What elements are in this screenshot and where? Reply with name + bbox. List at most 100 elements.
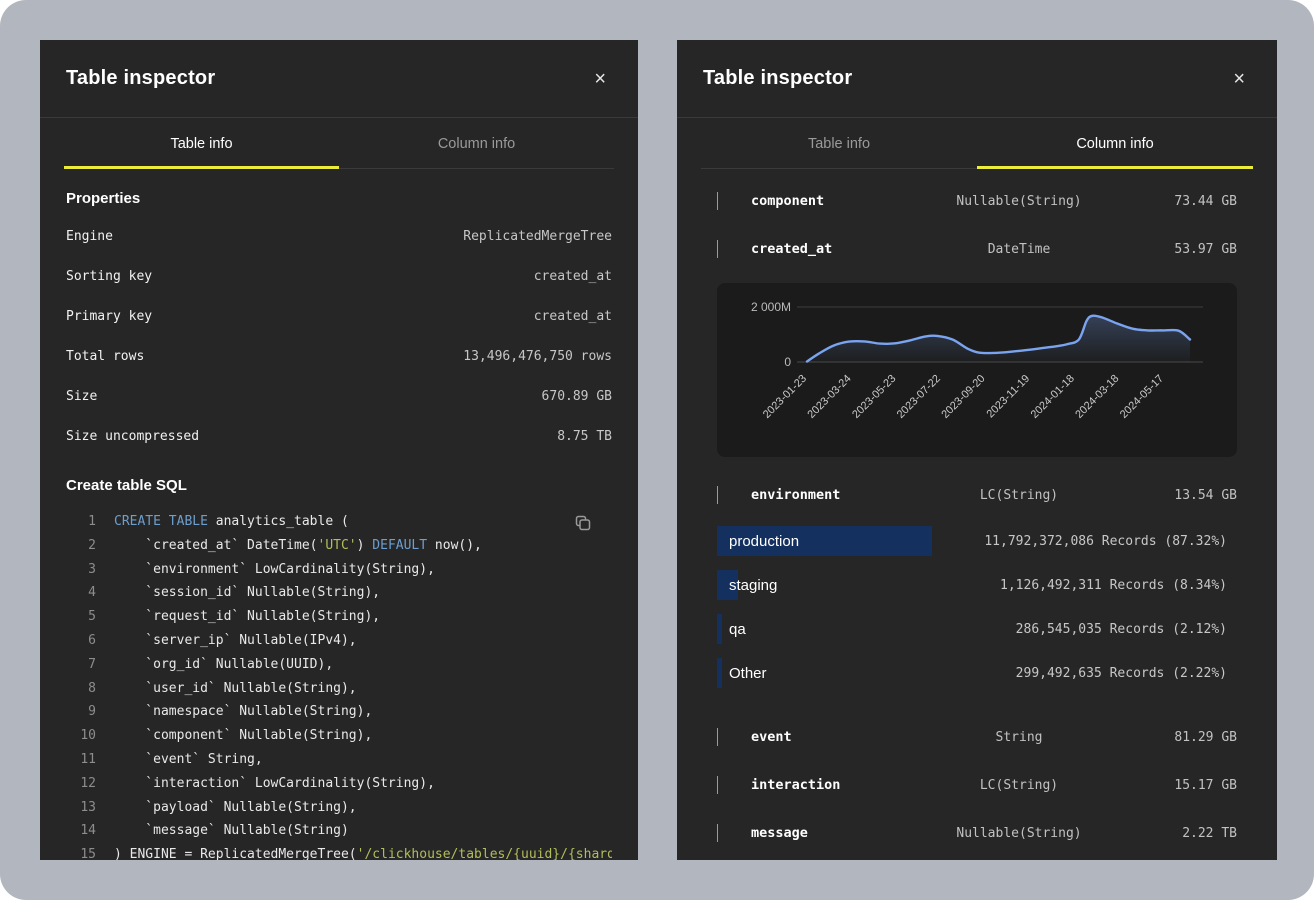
tab-underline [339, 166, 614, 169]
line-number: 13 [66, 796, 96, 820]
chevron-down-icon [717, 486, 751, 504]
property-row: EngineReplicatedMergeTree [66, 216, 612, 256]
columns-list: componentNullable(String)73.44 GBcreated… [677, 169, 1277, 857]
sql-line: 2 `created_at` DateTime('UTC') DEFAULT n… [66, 534, 612, 558]
column-size: 73.44 GB [1087, 194, 1237, 209]
sql-line-code: `environment` LowCardinality(String), [114, 558, 435, 582]
sql-line: 14 `message` Nullable(String) [66, 819, 612, 843]
sql-line-code: `message` Nullable(String) [114, 819, 349, 843]
svg-text:2023-07-22: 2023-07-22 [895, 373, 943, 421]
sql-token: `message` Nullable(String) [114, 823, 349, 838]
line-number: 5 [66, 605, 96, 629]
sql-line: 3 `environment` LowCardinality(String), [66, 558, 612, 582]
property-label: Total rows [66, 349, 144, 364]
svg-text:2023-09-20: 2023-09-20 [939, 373, 987, 421]
sql-line: 15) ENGINE = ReplicatedMergeTree('/click… [66, 843, 612, 860]
line-number: 9 [66, 700, 96, 724]
sql-token: `namespace` Nullable(String), [114, 704, 372, 719]
chevron-glyph [717, 776, 718, 794]
dialog-header: Table inspector × [40, 40, 638, 118]
sql-token: `server_ip` Nullable(IPv4), [114, 633, 357, 648]
chevron-right-icon [717, 824, 751, 842]
column-size: 15.17 GB [1087, 778, 1237, 793]
column-row-interaction[interactable]: interactionLC(String)15.17 GB [677, 761, 1277, 809]
line-number: 2 [66, 534, 96, 558]
sql-line-code: `component` Nullable(String), [114, 724, 372, 748]
active-tab-underline [977, 166, 1253, 169]
sql-token: `user_id` Nullable(String), [114, 681, 357, 696]
tab-table-info[interactable]: Table info [701, 118, 977, 169]
column-type: LC(String) [951, 488, 1087, 503]
line-number: 12 [66, 772, 96, 796]
tab-label: Column info [1076, 136, 1153, 152]
sql-line: 1CREATE TABLE analytics_table ( [66, 510, 612, 534]
sql-token: `interaction` LowCardinality(String), [114, 776, 435, 791]
tab-label: Table info [808, 136, 870, 152]
sql-line: 8 `user_id` Nullable(String), [66, 677, 612, 701]
sql-lines: 1CREATE TABLE analytics_table (2 `create… [66, 510, 612, 860]
close-icon: × [1233, 68, 1245, 90]
svg-text:2023-05-23: 2023-05-23 [850, 373, 898, 421]
dialog-header: Table inspector × [677, 40, 1277, 118]
value-bar [717, 658, 722, 688]
column-type: LC(String) [951, 778, 1087, 793]
property-value: ReplicatedMergeTree [463, 229, 612, 244]
column-size: 13.54 GB [1087, 488, 1237, 503]
created-at-histogram-svg: 2 000M 0 2023-01-232023-03-242023-05-232… [717, 283, 1237, 457]
chevron-glyph [717, 240, 718, 258]
column-row-message[interactable]: messageNullable(String)2.22 TB [677, 809, 1277, 857]
copy-icon [574, 514, 592, 532]
sql-line-code: `server_ip` Nullable(IPv4), [114, 629, 357, 653]
tab-bar: Table infoColumn info [64, 118, 614, 169]
create-table-sql-heading: Create table SQL [66, 477, 612, 494]
close-icon: × [594, 68, 606, 90]
svg-text:2024-01-18: 2024-01-18 [1029, 373, 1077, 421]
table-inspector-dialog-column-info: Table inspector × Table infoColumn info … [677, 40, 1277, 860]
sql-code-block: 1CREATE TABLE analytics_table (2 `create… [66, 510, 612, 860]
column-row-environment[interactable]: environmentLC(String)13.54 GB [677, 471, 1277, 519]
sql-line-code: `user_id` Nullable(String), [114, 677, 357, 701]
property-row: Sorting keycreated_at [66, 256, 612, 296]
created-at-histogram-chart: 2 000M 0 2023-01-232023-03-242023-05-232… [717, 283, 1237, 457]
sql-token: `session_id` Nullable(String), [114, 585, 380, 600]
active-tab-underline [64, 166, 339, 169]
column-row-created_at[interactable]: created_atDateTime53.97 GB [677, 225, 1277, 273]
property-value: 670.89 GB [542, 389, 612, 404]
line-number: 15 [66, 843, 96, 860]
property-value: 13,496,476,750 rows [463, 349, 612, 364]
sql-line: 4 `session_id` Nullable(String), [66, 581, 612, 605]
line-number: 11 [66, 748, 96, 772]
property-label: Size uncompressed [66, 429, 199, 444]
chevron-right-icon [717, 776, 751, 794]
tab-column-info[interactable]: Column info [977, 118, 1253, 169]
sql-token: `org_id` Nullable(UUID), [114, 657, 333, 672]
column-row-component[interactable]: componentNullable(String)73.44 GB [677, 177, 1277, 225]
copy-sql-button[interactable] [572, 512, 594, 537]
close-button[interactable]: × [588, 65, 612, 93]
dialog-title: Table inspector [66, 67, 215, 90]
tab-column-info[interactable]: Column info [339, 118, 614, 169]
category-row-production: production11,792,372,086 Records (87.32%… [717, 519, 1227, 563]
line-number: 7 [66, 653, 96, 677]
chevron-down-icon [717, 240, 751, 258]
tab-underline [701, 166, 977, 169]
column-size: 53.97 GB [1087, 242, 1237, 257]
svg-text:2024-03-18: 2024-03-18 [1073, 373, 1121, 421]
properties-heading: Properties [66, 190, 612, 207]
close-button[interactable]: × [1227, 65, 1251, 93]
column-name: event [751, 729, 951, 745]
column-size: 2.22 TB [1087, 826, 1237, 841]
sql-line-code: `org_id` Nullable(UUID), [114, 653, 333, 677]
column-row-event[interactable]: eventString81.29 GB [677, 713, 1277, 761]
column-name: message [751, 825, 951, 841]
tab-table-info[interactable]: Table info [64, 118, 339, 169]
svg-text:2024-05-17: 2024-05-17 [1118, 373, 1166, 421]
chevron-glyph [717, 486, 718, 504]
property-row: Primary keycreated_at [66, 296, 612, 336]
column-name: component [751, 193, 951, 209]
properties-list: EngineReplicatedMergeTreeSorting keycrea… [66, 216, 612, 456]
screen-background: Table inspector × Table infoColumn info … [0, 0, 1314, 900]
column-type: String [951, 730, 1087, 745]
sql-line-code: `event` String, [114, 748, 263, 772]
chevron-right-icon [717, 192, 751, 210]
